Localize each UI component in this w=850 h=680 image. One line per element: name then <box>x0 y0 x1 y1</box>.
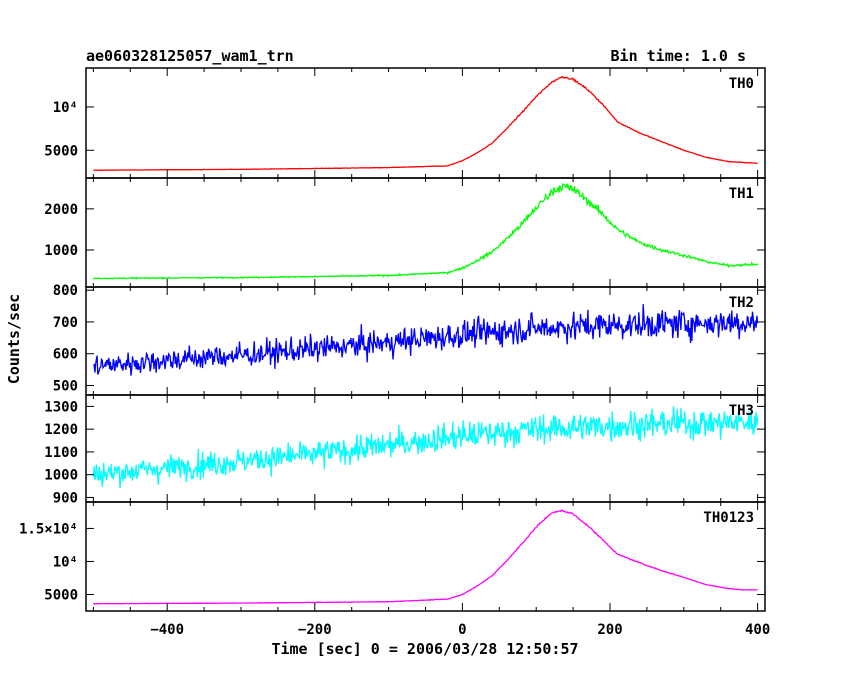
series-line-th0 <box>93 76 758 171</box>
panel-frame-th1 <box>85 177 766 288</box>
y-tick-label: 1000 <box>44 468 78 484</box>
x-tick-label: 0 <box>458 622 466 638</box>
y-tick-label: 1300 <box>44 399 78 415</box>
x-tick-label: 400 <box>745 622 770 638</box>
y-axis-label: Counts/sec <box>5 294 23 384</box>
x-tick-label: 200 <box>597 622 622 638</box>
y-tick-label: 800 <box>53 283 78 299</box>
panel-frame-th0123 <box>85 501 766 612</box>
y-tick-label: 10⁴ <box>53 554 78 570</box>
panel-label-th0123: TH0123 <box>703 510 754 526</box>
panel-frame-th3 <box>85 394 766 503</box>
series-line-th0123 <box>93 509 758 605</box>
y-tick-label: 700 <box>53 315 78 331</box>
y-tick-label: 1100 <box>44 445 78 461</box>
chart-title: ae060328125057_wam1_trn <box>86 47 294 65</box>
panel-label-th1: TH1 <box>729 186 754 202</box>
bin-time-label: Bin time: 1.0 s <box>611 47 746 65</box>
y-tick-label: 900 <box>53 490 78 506</box>
y-tick-label: 10⁴ <box>53 100 78 116</box>
x-axis-label: Time [sec] 0 = 2006/03/28 12:50:57 <box>271 640 578 658</box>
y-tick-label: 1000 <box>44 243 78 259</box>
panel-label-th2: TH2 <box>729 295 754 311</box>
y-tick-label: 1200 <box>44 422 78 438</box>
panel-label-th3: TH3 <box>729 403 754 419</box>
series-line-th3 <box>92 406 759 489</box>
y-tick-label: 5000 <box>44 143 78 159</box>
y-tick-label: 500 <box>53 378 78 394</box>
y-tick-label: 1.5×10⁴ <box>19 521 78 537</box>
panels: 500010⁴TH010002000TH1500600700800TH29001… <box>19 67 770 638</box>
series-line-th2 <box>93 304 759 376</box>
y-tick-label: 600 <box>53 347 78 363</box>
series-line-th1 <box>92 182 759 280</box>
y-tick-label: 2000 <box>44 202 78 218</box>
panel-label-th0: TH0 <box>729 76 754 92</box>
y-tick-label: 5000 <box>44 587 78 603</box>
panel-frame-th0 <box>85 67 766 179</box>
x-tick-label: −400 <box>150 622 184 638</box>
x-tick-label: −200 <box>298 622 332 638</box>
